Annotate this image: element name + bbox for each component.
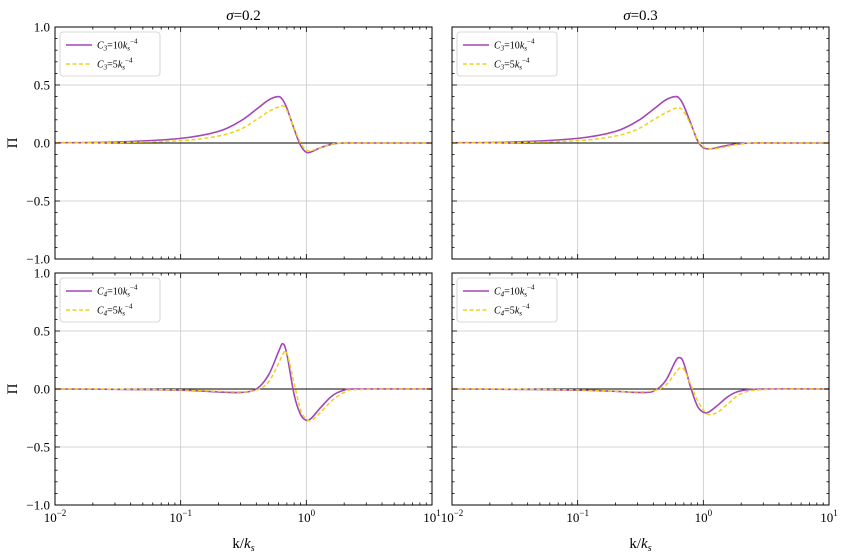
x-tick-label: 10−1 xyxy=(169,508,192,525)
legend-box xyxy=(456,277,558,323)
x-axis-label: k/ks xyxy=(232,536,254,554)
x-tick-label: 10−2 xyxy=(44,508,67,525)
x-tick-label: 10−2 xyxy=(441,508,464,525)
series-line-dashed xyxy=(55,350,432,422)
series-line-solid xyxy=(55,95,432,154)
legend-entry: C4=5ks−4 xyxy=(494,303,530,318)
legend-entry: C4=10ks−4 xyxy=(97,284,138,299)
legend-entry: C4=10ks−4 xyxy=(494,284,535,299)
legend-box xyxy=(59,277,161,323)
y-axis-label: Π xyxy=(5,137,21,148)
panel-0: 1.0 0.5 0.0 −0.5 −1.0 σ=0.2 Π C3=10ks−4 C3=5ks−4 xyxy=(5,8,433,267)
legend: C4=10ks−4 C4=5ks−4 xyxy=(456,277,558,323)
series-line-dashed xyxy=(452,366,829,416)
y-tick-label: 0.5 xyxy=(34,324,50,339)
panel-2: 1.0 0.5 0.0 −0.5 −1.010−2 10−1 100 101 Πk/ks C4=1… xyxy=(5,266,441,555)
y-tick-label: 1.0 xyxy=(34,266,50,281)
legend-entry: C3=10ks−4 xyxy=(494,38,535,53)
panel-3: 10−2 10−1 100 101 k/ks C4=10ks−4 C4=5ks−4 xyxy=(441,272,838,554)
y-tick-label: −1.0 xyxy=(26,252,50,267)
y-tick-label: 1.0 xyxy=(34,20,50,35)
legend-entry: C3=5ks−4 xyxy=(97,57,133,72)
x-tick-label: 101 xyxy=(423,508,441,525)
y-tick-label: 0.5 xyxy=(34,78,50,93)
panel-title: σ=0.2 xyxy=(226,8,261,24)
y-tick-label: 0.0 xyxy=(34,136,50,151)
y-tick-label: 0.0 xyxy=(34,382,50,397)
legend-entry: C3=10ks−4 xyxy=(97,38,138,53)
series-line-solid xyxy=(452,356,829,414)
legend: C3=10ks−4 C3=5ks−4 xyxy=(456,31,558,77)
series-line-dashed xyxy=(452,106,829,150)
legend: C3=10ks−4 C3=5ks−4 xyxy=(59,31,161,77)
x-tick-label: 10−1 xyxy=(566,508,589,525)
x-tick-label: 100 xyxy=(695,508,713,525)
x-tick-label: 100 xyxy=(298,508,316,525)
panel-1: σ=0.3 C3=10ks−4 C3=5ks−4 xyxy=(451,8,830,260)
x-tick-label: 101 xyxy=(820,508,838,525)
legend-entry: C3=5ks−4 xyxy=(494,57,530,72)
y-tick-label: −0.5 xyxy=(26,440,50,455)
legend-box xyxy=(59,31,161,77)
y-tick-label: −1.0 xyxy=(26,498,50,513)
series-line-dashed xyxy=(55,104,432,152)
legend: C4=10ks−4 C4=5ks−4 xyxy=(59,277,161,323)
series-line-solid xyxy=(55,342,432,422)
legend-entry: C4=5ks−4 xyxy=(97,303,133,318)
x-axis-label: k/ks xyxy=(629,536,651,554)
y-axis-label: Π xyxy=(5,383,21,394)
panel-title: σ=0.3 xyxy=(623,8,658,24)
legend-box xyxy=(456,31,558,77)
y-tick-label: −0.5 xyxy=(26,194,50,209)
series-line-solid xyxy=(452,95,829,150)
